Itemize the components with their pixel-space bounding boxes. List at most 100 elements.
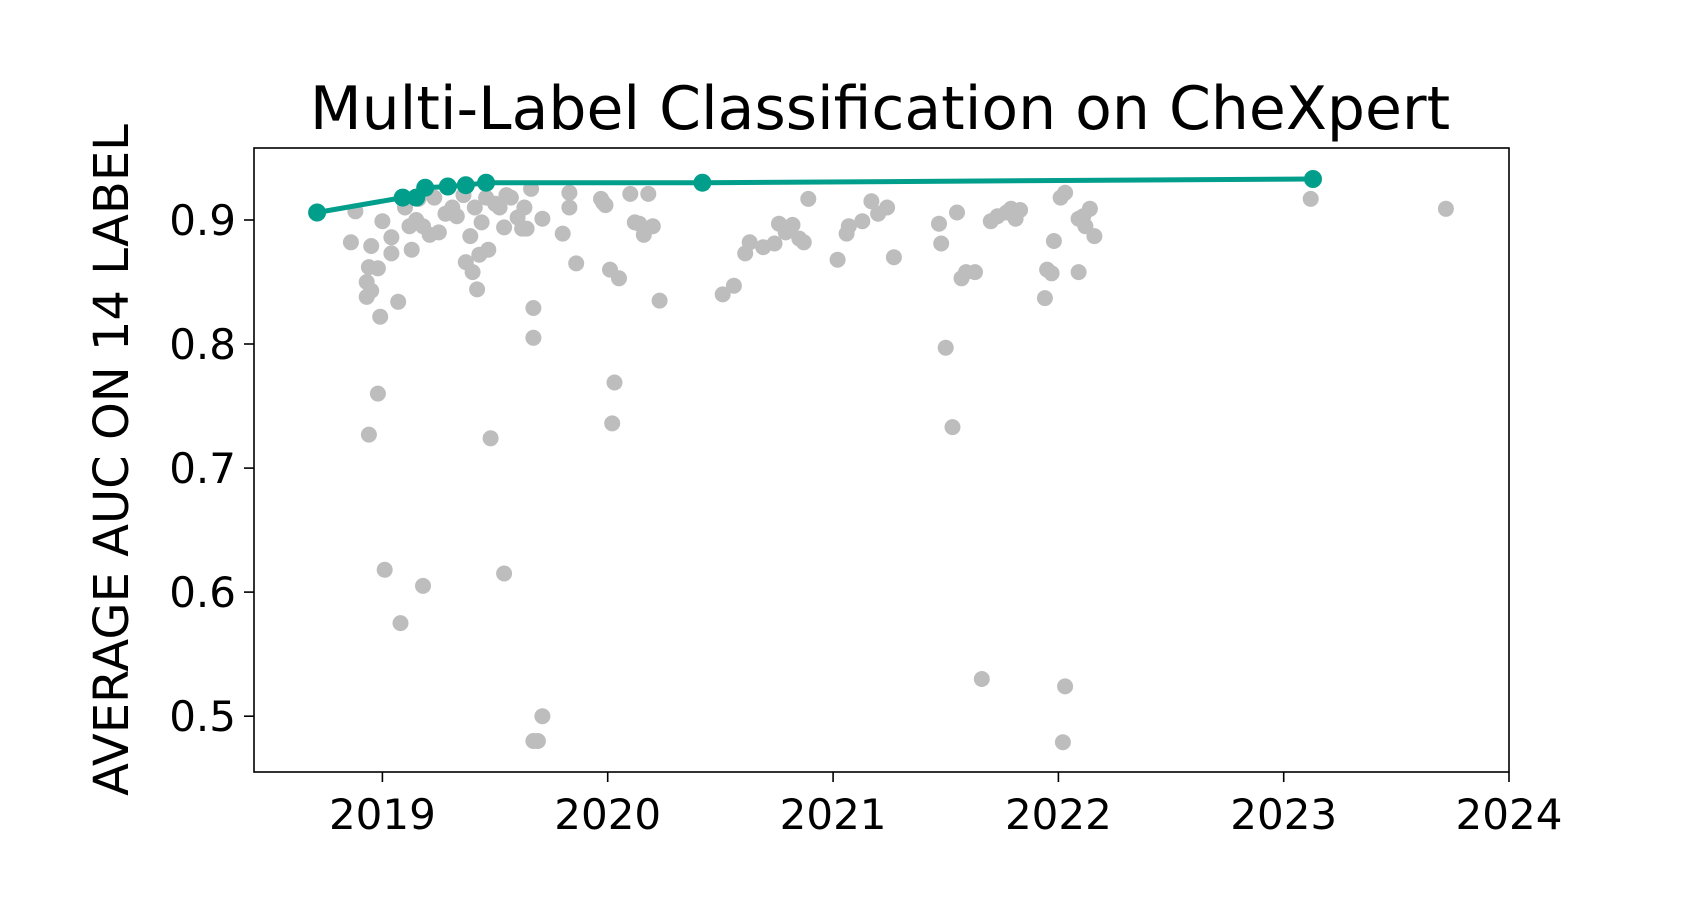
scatter-point-125: [1302, 190, 1319, 207]
scatter-point-90: [840, 218, 857, 235]
x-tick-label-2023: 2023: [1230, 790, 1337, 839]
scatter-point-15: [390, 293, 407, 310]
scatter-point-118: [1054, 734, 1071, 751]
y-axis-label: AVERAGE AUC ON 14 LABEL: [84, 124, 140, 796]
scatter-point-61: [568, 255, 585, 272]
x-tick-label-2022: 2022: [1005, 790, 1112, 839]
scatter-point-26: [430, 224, 447, 241]
scatter-point-86: [795, 234, 812, 251]
scatter-point-97: [933, 235, 950, 252]
scatter-point-7: [369, 260, 386, 277]
chart-title: Multi-Label Classification on CheXpert: [310, 74, 1450, 144]
y-tick-label-0.7: 0.7: [169, 444, 236, 493]
scatter-point-1: [342, 234, 359, 251]
x-tick-label-2024: 2024: [1456, 790, 1563, 839]
frontier-point-5: [456, 176, 475, 195]
scatter-point-32: [462, 228, 479, 245]
scatter-point-56: [534, 708, 551, 725]
scatter-point-50: [518, 220, 535, 237]
scatter-point-20: [403, 241, 420, 258]
scatter-point-111: [1036, 290, 1053, 307]
scatter-point-123: [1081, 200, 1098, 217]
scatter-point-9: [369, 385, 386, 402]
scatter-point-100: [949, 204, 965, 221]
scatter-point-117: [1057, 678, 1074, 695]
scatter-point-103: [967, 264, 983, 281]
x-tick-label-2020: 2020: [554, 790, 661, 839]
scatter-point-34: [466, 199, 483, 216]
scatter-point-57: [534, 210, 551, 227]
scatter-point-35: [469, 281, 486, 298]
scatter-point-33: [464, 264, 481, 281]
scatter-point-91: [854, 213, 871, 230]
y-tick-label-0.9: 0.9: [169, 196, 236, 245]
scatter-point-6: [363, 282, 380, 299]
scatter-point-46: [502, 189, 519, 206]
scatter-point-67: [604, 415, 621, 432]
scatter-point-59: [561, 199, 578, 216]
scatter-point-84: [784, 216, 801, 233]
scatter-point-114: [1045, 233, 1062, 249]
y-tick-label-0.6: 0.6: [169, 568, 236, 617]
scatter-point-13: [383, 229, 400, 246]
scatter-point-49: [516, 199, 533, 216]
scatter-point-42: [491, 199, 508, 216]
scatter-point-95: [885, 249, 902, 266]
scatter-point-8: [372, 308, 389, 325]
x-axis: 2019 2020 2021 2022 2023 2024: [329, 772, 1562, 839]
scatter-point-39: [480, 241, 497, 258]
scatter-point-77: [725, 277, 742, 294]
y-axis-label-group: AVERAGE AUC ON 14 LABEL: [84, 124, 140, 796]
scatter-point-10: [360, 426, 377, 443]
scatter-point-124: [1086, 228, 1103, 245]
scatter-point-98: [937, 339, 954, 356]
scatter-point-126: [1437, 200, 1454, 217]
x-tick-label-2021: 2021: [780, 790, 887, 839]
y-tick-label-0.8: 0.8: [169, 320, 236, 369]
scatter-point-60: [561, 184, 578, 201]
scatter-point-113: [1043, 265, 1060, 282]
scatter-point-58: [554, 225, 571, 242]
scatter-point-99: [944, 419, 961, 436]
scatter-point-74: [644, 218, 661, 235]
y-axis: 0.5 0.6 0.7 0.8 0.9: [169, 196, 254, 741]
scatter-point-110: [1012, 202, 1029, 218]
frontier-point-6: [477, 173, 496, 192]
scatter-point-64: [597, 197, 614, 214]
scatter-point-44: [496, 565, 513, 582]
scatter-point-92: [863, 193, 880, 210]
scatter-point-14: [383, 245, 400, 262]
x-tick-label-2019: 2019: [329, 790, 436, 839]
y-tick-label-0.5: 0.5: [169, 692, 236, 741]
scatter-point-17: [415, 577, 431, 594]
scatter-point-116: [1057, 184, 1074, 201]
scatter-point-104: [973, 671, 990, 687]
frontier-point-7: [693, 173, 712, 192]
frontier-point-8: [1304, 170, 1322, 188]
scatter-point-87: [800, 190, 817, 207]
scatter-point-68: [611, 270, 627, 287]
scatter-point-88: [829, 251, 846, 268]
scatter-point-52: [525, 300, 542, 316]
scatter-point-66: [606, 374, 623, 391]
scatter-point-75: [651, 292, 668, 309]
scatter-point-69: [622, 185, 639, 202]
scatter-layer: [342, 180, 1454, 751]
frontier-line-layer: [308, 170, 1322, 222]
scatter-point-29: [448, 208, 465, 225]
scatter-point-53: [525, 329, 542, 346]
frontier-point-4: [438, 177, 457, 196]
scatter-point-119: [1070, 264, 1087, 281]
scatter-point-3: [363, 238, 380, 254]
frontier-point-1: [393, 188, 412, 207]
scatter-point-96: [931, 215, 947, 232]
scatter-point-81: [766, 235, 783, 252]
scatter-point-76: [714, 286, 731, 303]
plot-frame: [253, 147, 1510, 773]
scatter-point-16: [392, 615, 409, 632]
scatter-point-43: [496, 219, 513, 236]
scatter-point-37: [473, 214, 490, 231]
scatter-point-11: [376, 561, 393, 578]
scatter-point-12: [374, 213, 391, 230]
scatter-point-79: [741, 234, 758, 251]
